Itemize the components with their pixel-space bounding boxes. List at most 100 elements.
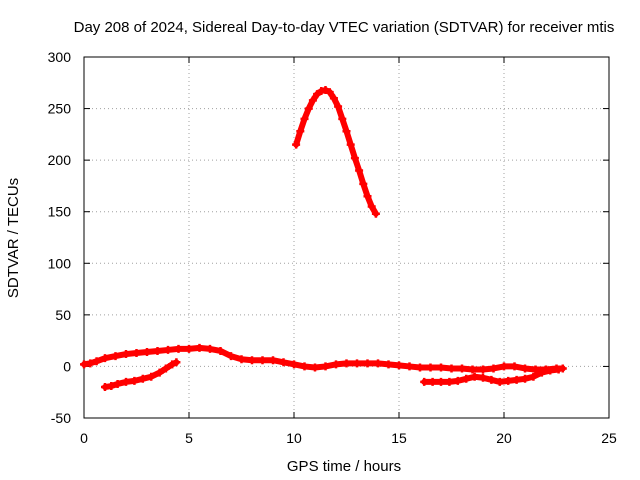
data-point bbox=[445, 377, 454, 386]
data-point bbox=[468, 365, 477, 374]
data-point bbox=[313, 90, 322, 99]
chart-title: Day 208 of 2024, Sidereal Day-to-day VTE… bbox=[74, 19, 615, 36]
data-point bbox=[174, 344, 183, 353]
data-point bbox=[237, 355, 246, 364]
data-point bbox=[132, 349, 141, 358]
x-tick-label: 5 bbox=[185, 430, 193, 446]
data-point bbox=[479, 373, 487, 382]
data-point bbox=[359, 179, 368, 188]
data-point bbox=[206, 344, 214, 353]
data-point bbox=[367, 202, 376, 211]
x-tick-label: 10 bbox=[286, 430, 302, 446]
data-point bbox=[321, 362, 330, 371]
data-point bbox=[437, 363, 445, 372]
data-point bbox=[227, 352, 235, 361]
gridlines bbox=[84, 57, 609, 418]
data-point bbox=[342, 359, 351, 368]
data-point bbox=[487, 375, 496, 384]
data-point bbox=[248, 356, 256, 365]
data-point bbox=[426, 363, 435, 372]
data-point bbox=[185, 344, 193, 353]
x-tick-label: 25 bbox=[601, 430, 617, 446]
x-axis-title: GPS time / hours bbox=[287, 458, 401, 475]
data-point bbox=[296, 127, 305, 136]
series-lower-late-segment bbox=[420, 365, 563, 386]
data-point bbox=[554, 365, 563, 374]
data-point bbox=[416, 363, 424, 372]
data-point bbox=[437, 377, 445, 386]
data-point bbox=[334, 102, 343, 111]
data-point bbox=[512, 375, 521, 384]
data-point bbox=[107, 382, 116, 391]
data-point bbox=[479, 365, 487, 374]
x-tick-labels: 0 5 10 15 20 25 bbox=[80, 430, 617, 446]
data-point bbox=[304, 104, 313, 113]
data-point bbox=[405, 362, 414, 371]
series-main-trace bbox=[80, 343, 567, 374]
data-point bbox=[155, 368, 164, 377]
data-point bbox=[153, 346, 162, 355]
data-point bbox=[546, 366, 555, 375]
series-lower-early-segment bbox=[101, 358, 181, 392]
data-point bbox=[521, 374, 529, 383]
y-tick-label: 300 bbox=[48, 49, 72, 65]
data-point bbox=[504, 376, 513, 385]
x-tick-label: 0 bbox=[80, 430, 88, 446]
data-point bbox=[300, 114, 309, 123]
data-point bbox=[521, 364, 529, 373]
y-tick-label: 200 bbox=[48, 152, 72, 168]
y-tick-label: 50 bbox=[55, 307, 71, 323]
y-tick-label: 100 bbox=[48, 255, 72, 271]
data-point bbox=[447, 364, 456, 373]
data-point bbox=[338, 114, 347, 123]
data-point bbox=[531, 365, 540, 374]
data-point bbox=[470, 372, 479, 381]
x-tick-label: 15 bbox=[391, 430, 407, 446]
data-point bbox=[363, 359, 372, 368]
data-point bbox=[122, 377, 130, 386]
y-tick-label: -50 bbox=[51, 410, 71, 426]
data-point bbox=[290, 360, 298, 369]
data-point bbox=[321, 86, 330, 95]
data-point bbox=[292, 140, 301, 149]
data-point bbox=[130, 376, 139, 385]
data-point bbox=[510, 362, 519, 371]
data-point bbox=[353, 359, 361, 368]
data-point bbox=[161, 364, 170, 373]
data-point bbox=[350, 154, 359, 163]
data-point bbox=[311, 363, 319, 372]
data-point bbox=[495, 377, 504, 386]
data-point bbox=[111, 352, 120, 361]
data-point bbox=[395, 361, 403, 370]
x-tick-label: 20 bbox=[496, 430, 512, 446]
data-point bbox=[363, 192, 372, 201]
data-point bbox=[342, 127, 351, 136]
data-point bbox=[92, 357, 101, 366]
data-point bbox=[428, 377, 437, 386]
data-point bbox=[374, 359, 382, 368]
data-point bbox=[420, 377, 429, 386]
data-point bbox=[371, 209, 380, 218]
data-point bbox=[122, 350, 130, 359]
data-point bbox=[329, 94, 338, 103]
series-upper-arc bbox=[292, 86, 380, 218]
data-point bbox=[143, 347, 151, 356]
data-marks bbox=[80, 86, 567, 392]
data-point bbox=[258, 356, 267, 365]
data-point bbox=[279, 358, 288, 367]
y-axis-title: SDTVAR / TECUs bbox=[5, 178, 22, 298]
data-point bbox=[346, 140, 355, 149]
data-point bbox=[500, 362, 508, 371]
data-point bbox=[195, 343, 204, 352]
data-point bbox=[172, 358, 181, 367]
data-point bbox=[101, 354, 109, 363]
data-point bbox=[355, 166, 364, 175]
data-point bbox=[86, 359, 95, 368]
y-tick-label: 0 bbox=[63, 358, 71, 374]
y-tick-label: 250 bbox=[48, 101, 72, 117]
data-point bbox=[537, 368, 546, 377]
data-point bbox=[308, 96, 317, 105]
y-tick-label: 150 bbox=[48, 204, 72, 220]
data-point bbox=[216, 346, 225, 355]
